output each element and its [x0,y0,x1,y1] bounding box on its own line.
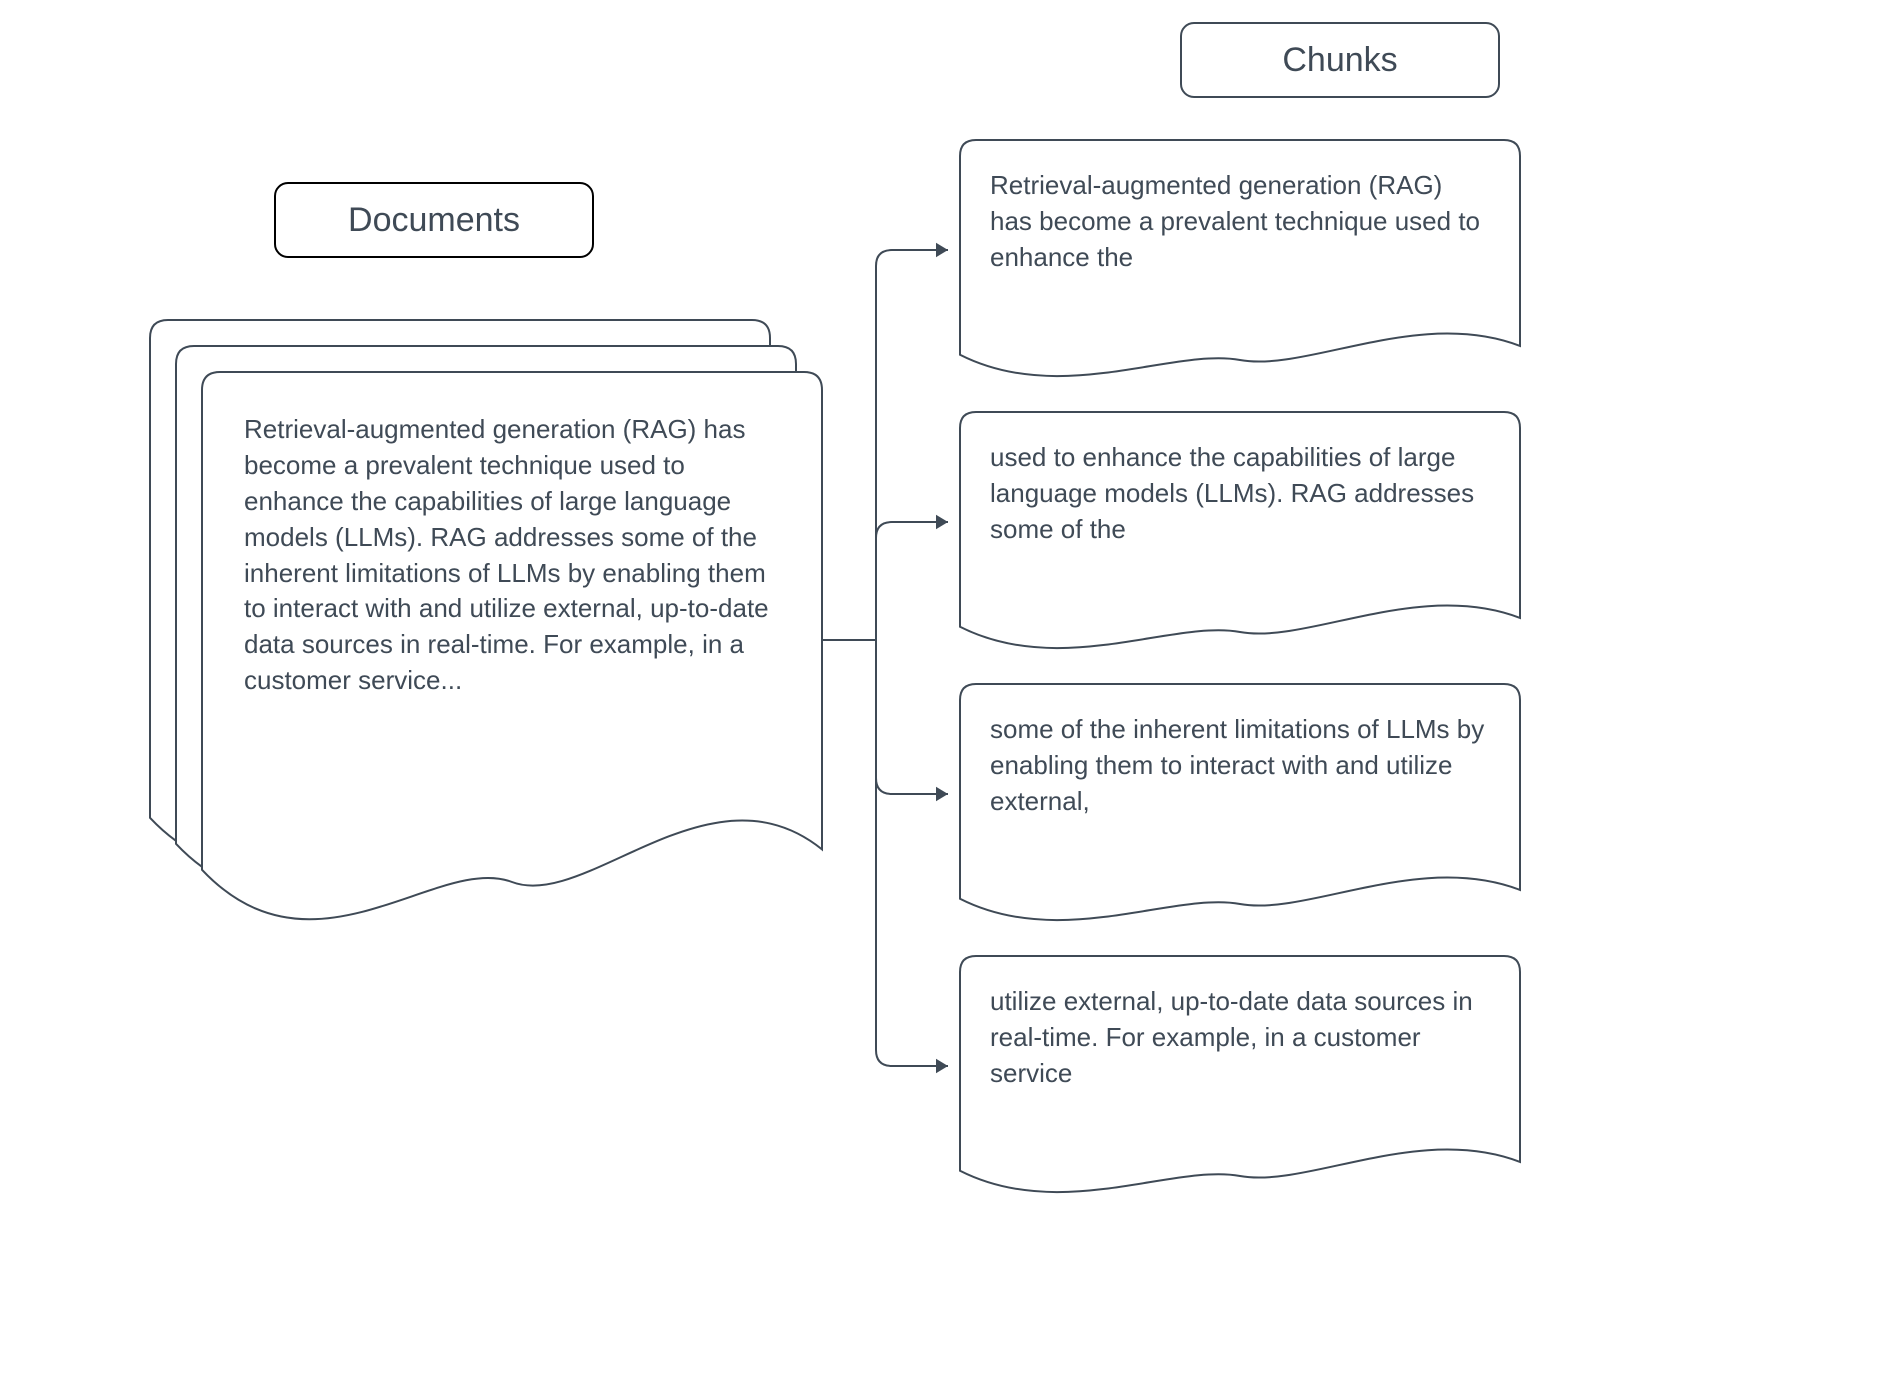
chunks-heading-text: Chunks [1282,41,1397,80]
chunk-text: some of the inherent limitations of LLMs… [990,712,1490,820]
chunk-text: Retrieval-augmented generation (RAG) has… [990,168,1490,276]
diagram-stage: Documents Chunks Retrieval-augmented gen… [0,0,1878,1390]
chunk-text: utilize external, up-to-date data source… [990,984,1490,1092]
documents-heading: Documents [274,182,594,258]
chunks-heading: Chunks [1180,22,1500,98]
chunk-text: used to enhance the capabilities of larg… [990,440,1490,548]
document-text: Retrieval-augmented generation (RAG) has… [244,412,780,699]
documents-heading-text: Documents [348,201,520,240]
